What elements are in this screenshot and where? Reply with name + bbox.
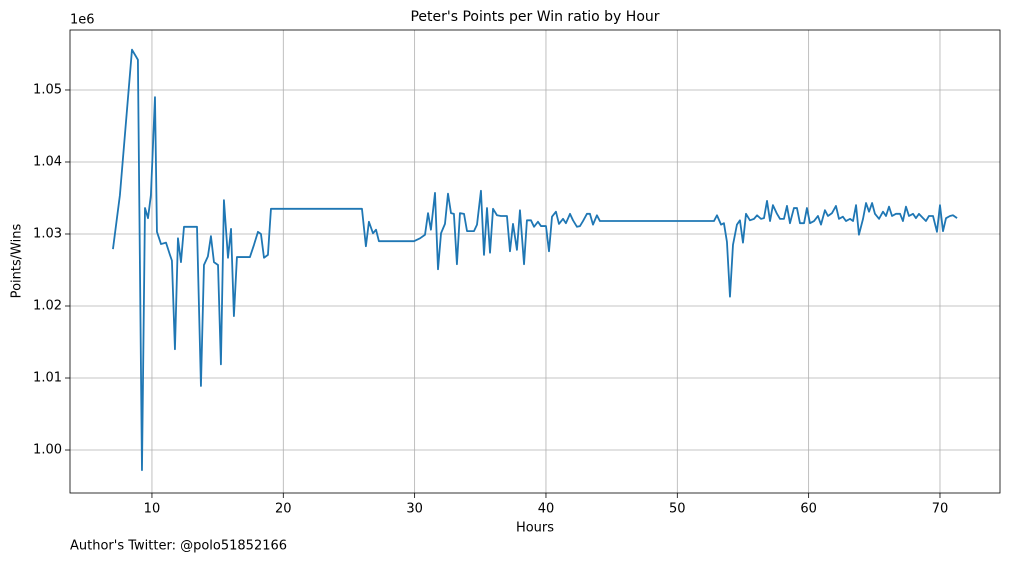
x-tick-label: 40 <box>538 502 555 517</box>
x-axis-label: Hours <box>516 521 554 536</box>
y-tick-label: 1.02 <box>33 298 62 313</box>
y-axis-label: Points/Wins <box>10 223 25 298</box>
x-tick-label: 20 <box>275 502 292 517</box>
footnote: Author's Twitter: @polo51852166 <box>70 539 287 554</box>
y-offset-label: 1e6 <box>70 13 95 28</box>
chart-title: Peter's Points per Win ratio by Hour <box>410 9 659 25</box>
y-tick-label: 1.00 <box>33 443 62 458</box>
y-tick-label: 1.04 <box>33 154 62 169</box>
y-tick-label: 1.03 <box>33 226 62 241</box>
y-tick-label: 1.05 <box>33 82 62 97</box>
x-tick-label: 50 <box>669 502 686 517</box>
x-tick-label: 30 <box>406 502 423 517</box>
y-tick-label: 1.01 <box>33 371 62 386</box>
plot-frame <box>69 29 1001 494</box>
x-tick-label: 70 <box>932 502 949 517</box>
x-tick-label: 60 <box>800 502 817 517</box>
x-tick-label: 10 <box>144 502 161 517</box>
data-line <box>112 48 958 472</box>
